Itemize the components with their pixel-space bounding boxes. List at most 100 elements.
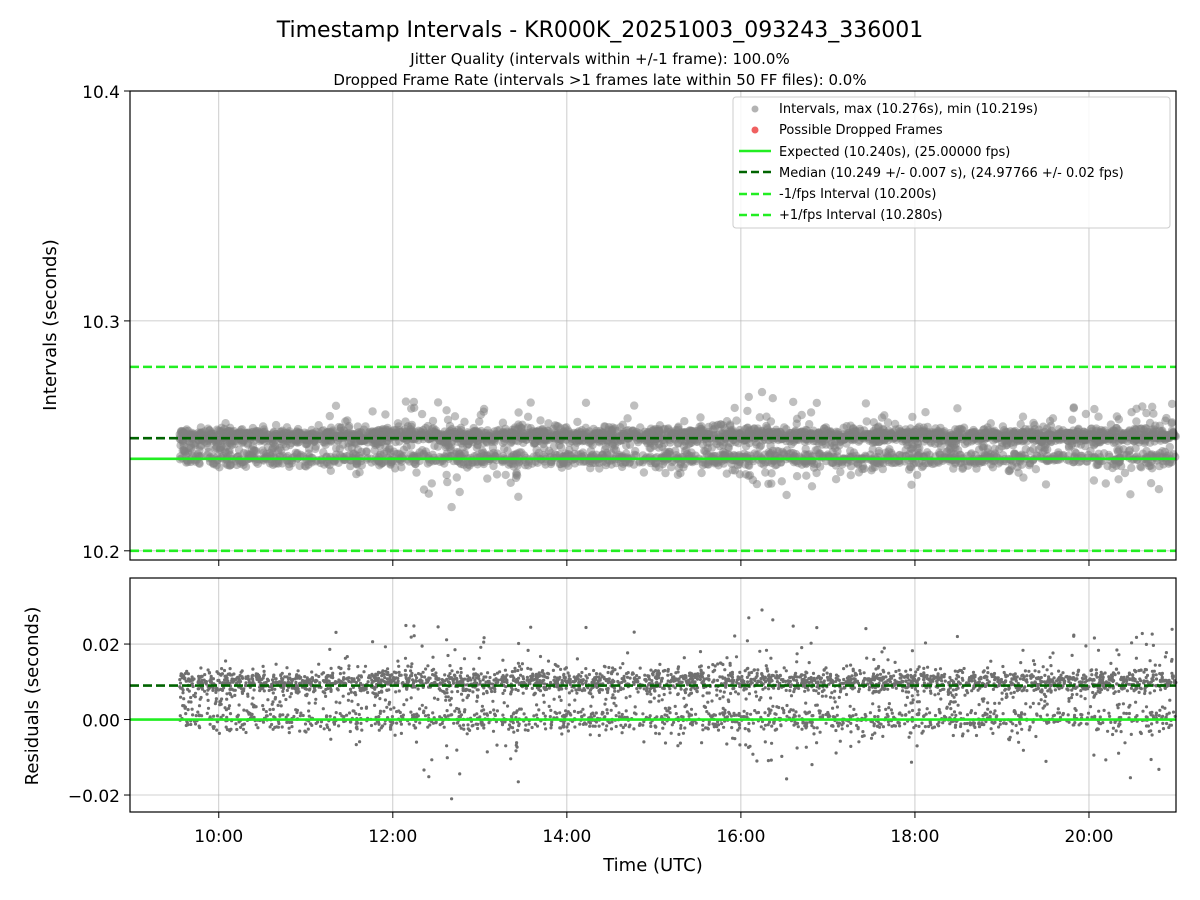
legend-entry-dropped: Possible Dropped Frames	[779, 123, 943, 138]
interval-point	[622, 441, 631, 450]
interval-point	[1066, 432, 1075, 441]
residual-point	[1031, 659, 1036, 663]
residual-point	[834, 728, 838, 733]
interval-point	[431, 426, 441, 435]
interval-point	[355, 468, 364, 477]
residual-point	[716, 662, 720, 666]
interval-point	[679, 463, 688, 472]
legend-entry-minus-fps: -1/fps Interval (10.200s)	[779, 187, 936, 202]
interval-point	[901, 445, 910, 455]
interval-point	[325, 411, 334, 421]
interval-point	[639, 468, 649, 477]
chart-subtitle-jitter: Jitter Quality (intervals within +/-1 fr…	[409, 50, 789, 68]
interval-point	[953, 404, 962, 413]
interval-point	[807, 456, 817, 465]
residual-point	[785, 777, 789, 781]
interval-point	[928, 459, 937, 469]
residual-point	[328, 714, 332, 718]
residual-point	[1129, 732, 1133, 737]
interval-point	[523, 412, 533, 421]
residual-point	[215, 714, 220, 718]
residual-point	[285, 666, 289, 670]
interval-point	[536, 416, 545, 425]
residual-point	[745, 712, 749, 716]
interval-point	[661, 468, 670, 478]
residual-point	[594, 711, 598, 715]
residual-point	[1102, 708, 1106, 713]
interval-point	[1161, 416, 1170, 425]
interval-point	[725, 420, 735, 429]
residual-point	[445, 687, 449, 692]
residual-point	[682, 696, 686, 700]
interval-point	[903, 427, 912, 436]
residual-point	[638, 666, 642, 670]
interval-point	[1040, 439, 1049, 448]
interval-point	[224, 427, 233, 436]
residual-point	[251, 667, 255, 671]
interval-point	[570, 449, 579, 459]
legend-entry-median: Median (10.249 +/- 0.007 s), (24.97766 +…	[779, 166, 1124, 181]
interval-point	[1045, 416, 1055, 426]
interval-point	[923, 448, 932, 457]
residual-point	[738, 670, 742, 675]
interval-point	[1019, 473, 1028, 482]
residual-point	[988, 710, 993, 714]
residual-point	[662, 692, 666, 697]
interval-point	[908, 412, 917, 422]
residual-point	[1053, 688, 1057, 692]
residual-point	[811, 671, 816, 676]
interval-point	[379, 449, 389, 459]
interval-point	[227, 440, 237, 450]
residual-point	[738, 743, 742, 747]
interval-point	[816, 449, 825, 458]
interval-point	[331, 401, 341, 410]
residual-point	[1171, 710, 1176, 714]
interval-point	[1080, 435, 1089, 444]
residual-point	[989, 727, 993, 731]
residual-point	[1083, 697, 1087, 701]
interval-point	[617, 453, 626, 462]
residual-point	[1098, 715, 1102, 719]
residual-point	[689, 687, 693, 692]
interval-point	[1112, 412, 1122, 421]
interval-point	[271, 420, 281, 430]
residual-point	[208, 722, 212, 726]
residual-point	[845, 724, 850, 728]
residual-point	[432, 696, 437, 700]
interval-point	[514, 408, 523, 417]
interval-point	[401, 417, 410, 426]
interval-point	[501, 470, 510, 480]
interval-point	[417, 409, 427, 419]
residual-point	[321, 707, 325, 711]
residual-point	[916, 693, 920, 697]
interval-point	[1092, 460, 1101, 470]
residual-point	[1151, 643, 1155, 648]
residual-point	[842, 667, 846, 671]
residual-point	[482, 636, 486, 640]
residual-point	[1079, 694, 1083, 698]
interval-point	[1126, 490, 1135, 499]
residual-point	[1117, 671, 1121, 675]
residual-point	[624, 709, 628, 713]
residual-point	[989, 659, 993, 663]
residual-point	[628, 694, 632, 698]
residual-point	[751, 752, 755, 756]
interval-point	[806, 408, 816, 417]
interval-point	[654, 425, 663, 434]
interval-point	[268, 445, 277, 454]
interval-point	[368, 407, 377, 416]
interval-point	[611, 446, 621, 455]
residual-point	[725, 656, 729, 660]
residual-point	[262, 707, 266, 712]
interval-point	[705, 456, 714, 465]
interval-point	[854, 468, 864, 477]
interval-point	[861, 399, 871, 408]
residual-point	[676, 692, 680, 697]
interval-point	[532, 445, 541, 455]
residual-point	[509, 757, 513, 761]
interval-point	[730, 403, 739, 413]
interval-point	[908, 442, 918, 452]
interval-point	[349, 449, 359, 458]
interval-point	[354, 428, 364, 437]
interval-point	[766, 417, 776, 426]
